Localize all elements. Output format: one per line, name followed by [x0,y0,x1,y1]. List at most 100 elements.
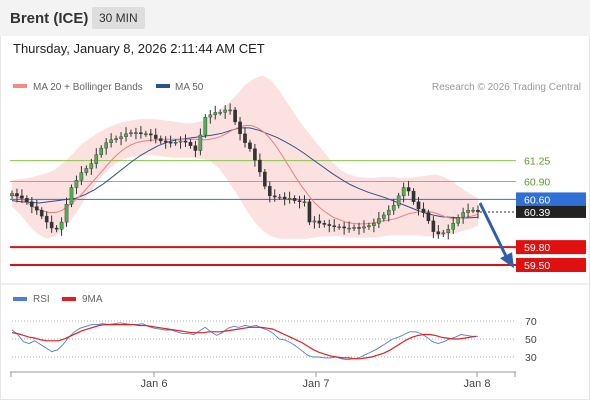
candle-body [119,136,123,139]
candle-body [357,227,361,229]
candle-body [30,201,34,207]
x-axis: Jan 6 Jan 7 Jan 8 [10,371,516,390]
candle-body [446,229,451,234]
candle-body [124,133,128,137]
rsi-plot: 70 50 30 [11,316,537,364]
rsi-tick-50: 50 [525,334,537,346]
candle-body [173,141,178,144]
candle-body [287,198,292,200]
candle-body [228,109,232,112]
candle-body [451,223,456,230]
candle-body [396,195,401,206]
candle-body [292,198,297,201]
candle-body [263,171,267,187]
ma20-legend-swatch [13,84,27,88]
candle-body [134,132,138,134]
candle-body [99,147,104,155]
candle-body [406,187,411,192]
level-tag-4 [516,258,586,273]
candle-body [436,231,441,235]
candle-body [337,226,341,229]
candle-body [20,195,24,199]
candle-body [183,140,188,143]
candle-body [25,198,29,203]
candle-body [277,196,282,199]
candle-body [109,139,113,143]
instrument-title: Brent (ICE) [10,10,89,27]
candle-body [372,223,376,226]
candle-body [317,220,322,224]
ma20-legend-label: MA 20 + Bollinger Bands [33,82,143,93]
candle-body [461,212,465,218]
current-price-label: 60.39 [524,207,550,219]
candle-body [198,134,203,151]
candle-body [39,209,44,217]
candle-body [431,220,436,232]
level-label-1: 60.90 [524,177,550,189]
candle-body [178,140,183,143]
candle-body [367,225,371,228]
candle-body [312,220,317,223]
candle-body [233,109,237,123]
credit-text: Research © 2026 Trading Central [432,82,581,93]
candle-body [362,226,366,229]
candle-body [253,148,257,161]
candle-body [49,221,54,229]
candle-body [193,145,198,151]
candle-body [332,225,337,228]
rsi-line [11,322,478,361]
candle-body [64,203,69,223]
candle-body [342,226,346,229]
rsi-tick-70: 70 [525,316,537,328]
candle-body [15,193,19,197]
candle-body [79,172,84,181]
candle-body [471,209,475,212]
candle-body [213,112,218,115]
price-plot: 61.25 60.90 60.60 59.80 59.50 60.39 [10,75,586,273]
candle-body [149,133,153,136]
candle-body [352,227,356,229]
candle-body [267,186,272,197]
candle-body [377,218,381,224]
candle-body [168,141,173,144]
candle-body [347,227,351,230]
candle-body [44,215,49,223]
candle-body [153,134,158,139]
candle-body [144,133,148,136]
candle-body [89,163,94,169]
candle-body [391,205,396,211]
candle-body [54,227,59,230]
forecast-arrow-head [500,252,514,269]
timeframe-button[interactable]: 30 MIN [92,7,145,29]
candle-body [382,214,386,219]
candle-body [203,116,208,136]
candle-body [476,209,480,213]
candle-body [401,187,406,197]
candle-body [307,201,312,223]
candle-body [272,195,277,198]
current-price-tag [516,205,586,218]
rsi-ma-legend-swatch [62,297,76,301]
rsi-legend-swatch [13,297,27,301]
rsi-tick-30: 30 [525,352,537,364]
rsi-legend-label: RSI [33,294,50,305]
candle-body [129,132,133,135]
x-tick-label-0: Jan 6 [141,378,168,390]
x-tick-label-2: Jan 8 [464,378,491,390]
candle-body [238,121,242,135]
candle-body [218,112,223,114]
ma50-legend-label: MA 50 [175,82,204,93]
ma50-legend-swatch [156,84,170,88]
candle-body [327,224,332,226]
level-label-0: 61.25 [524,156,550,168]
level-label-2: 60.60 [524,194,550,206]
candle-body [322,223,327,225]
candle-body [297,200,302,203]
rsi-ma-legend-label: 9MA [82,294,103,305]
candle-body [74,180,79,188]
candle-body [466,209,470,213]
candle-body [84,168,89,173]
header-bar: Brent (ICE) 30 MIN [0,0,590,36]
candle-body [114,138,118,140]
candle-body [386,209,391,216]
